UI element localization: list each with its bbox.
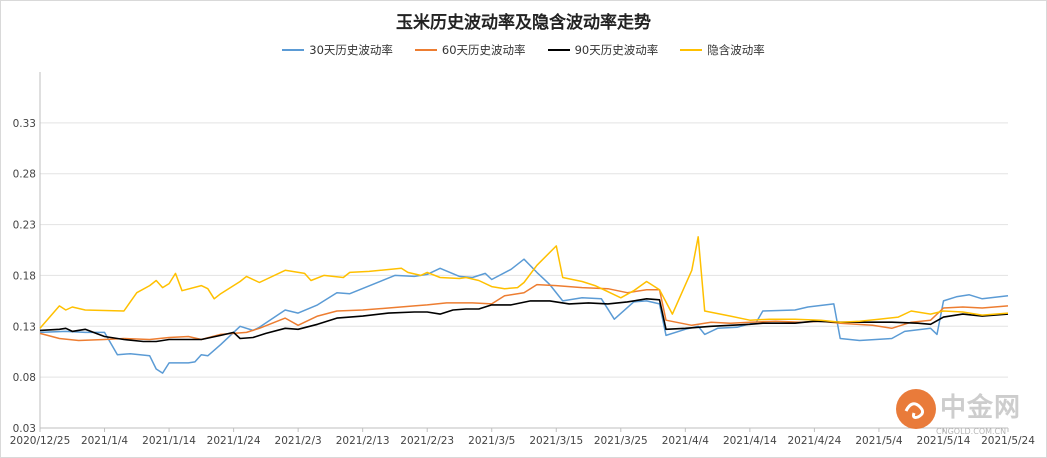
x-tick-label: 2021/2/13 [336,435,390,447]
legend-label-90d: 90天历史波动率 [574,43,659,57]
y-tick-label: 0.18 [13,270,36,282]
legend-swatch-90d [547,49,570,51]
x-tick-label: 2021/3/5 [468,435,515,447]
x-tick-label: 2021/1/4 [81,435,128,447]
legend-swatch-30d [282,49,305,51]
x-tick-label: 2021/5/4 [855,435,902,447]
series-line-3 [39,297,1009,343]
legend: 30天历史波动率 60天历史波动率 90天历史波动率 隐含波动率 [0,42,1047,58]
legend-item-implied: 隐含波动率 [680,42,765,58]
legend-label-implied: 隐含波动率 [707,43,765,57]
x-tick-label: 2021/1/14 [142,435,196,447]
x-tick-label: 2021/1/24 [207,435,261,447]
watermark-logo: 中金网 CNGOLD.COM.CN [892,383,1042,445]
logo-icon [896,389,936,429]
series-line-4 [39,236,1009,329]
legend-swatch-60d [414,49,437,51]
x-tick-label: 2021/2/3 [275,435,322,447]
series-line-2 [39,283,1009,342]
legend-item-30d: 30天历史波动率 [282,42,393,58]
x-tick-label: 2021/3/25 [594,435,648,447]
watermark-text: 中金网 [940,393,1022,423]
y-tick-label: 0.28 [13,169,36,181]
legend-label-60d: 60天历史波动率 [441,43,526,57]
legend-swatch-implied [680,49,703,51]
legend-item-60d: 60天历史波动率 [414,42,526,58]
x-tick-label: 2021/4/4 [662,435,709,447]
y-tick-label: 0.03 [13,423,36,435]
legend-label-30d: 30天历史波动率 [309,43,393,57]
x-tick-label: 2021/5/24 [981,435,1035,447]
series-line-1 [39,258,1009,374]
y-tick-label: 0.33 [13,118,36,130]
x-tick-labels: 2020/12/25 2021/1/4 2021/1/14 2021/1/24 2021… [10,435,1036,447]
x-tick-label: 2020/12/25 [10,435,71,447]
x-tick-label: 2021/2/23 [400,435,454,447]
x-tick-label: 2021/3/15 [529,435,583,447]
gridlines [40,122,1008,429]
y-tick-label: 0.08 [13,372,36,384]
y-tick-labels: 0.03 0.08 0.13 0.18 0.23 0.28 0.33 [13,118,36,435]
x-tick-label: 2021/4/14 [723,435,777,447]
series-lines [39,236,1009,374]
y-tick-label: 0.13 [13,321,36,333]
legend-item-90d: 90天历史波动率 [547,42,659,58]
x-tick-label: 2021/4/24 [787,435,841,447]
y-tick-label: 0.23 [13,220,36,232]
chart-title: 玉米历史波动率及隐含波动率走势 [396,13,651,33]
axes [39,72,1009,432]
watermark-subtext: CNGOLD.COM.CN [936,427,1007,436]
x-tick-label: 2021/5/14 [917,435,971,447]
